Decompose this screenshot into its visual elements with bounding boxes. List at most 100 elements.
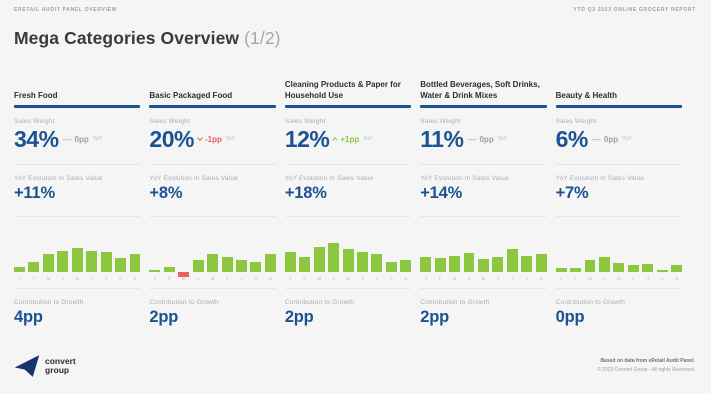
chart-bar [656, 270, 668, 273]
change-value: +1pp [340, 134, 360, 144]
convert-group-logo-icon [14, 355, 40, 377]
month-label: J [225, 276, 229, 282]
chart-bar [42, 254, 54, 273]
yoy-tag: YoY [497, 136, 508, 143]
month-label: A [254, 276, 258, 282]
month-label: A [389, 276, 393, 282]
category-column-fresh-food: Fresh Food Sales Weight 34% — 0pp YoY Yo… [14, 76, 141, 328]
section-divider [420, 216, 547, 218]
month-label: M [181, 276, 186, 282]
chevron-down-icon [197, 135, 203, 142]
category-grid: Fresh Food Sales Weight 34% — 0pp YoY Yo… [14, 76, 683, 328]
category-name: Bottled Beverages, Soft Drinks, Water & … [420, 80, 540, 101]
logo-word-group: group [45, 365, 70, 375]
sales-weight-change: — 0pp [467, 134, 493, 144]
month-label: F [303, 276, 307, 282]
sales-weight-value: 6% [555, 126, 589, 152]
category-name: Fresh Food [14, 91, 58, 101]
sales-weight-change: — 0pp [592, 134, 618, 144]
section-divider [14, 216, 141, 218]
sales-weight-label: Sales Weight [14, 118, 55, 125]
yoy-tag: YoY [622, 136, 632, 143]
chart-bar [477, 259, 489, 273]
chart-bar [555, 268, 567, 273]
category-underline [149, 105, 276, 108]
month-label: A [525, 276, 529, 282]
change-value: 0pp [479, 134, 494, 144]
report-section-label: ERETAIL AUDIT PANEL OVERVIEW [14, 7, 118, 13]
chart-bar [71, 248, 83, 273]
chart-bar [420, 257, 432, 273]
contribution-value: 2pp [284, 308, 314, 327]
yoy-tag: YoY [225, 136, 236, 143]
category-name: Cleaning Products & Paper for Household … [284, 80, 401, 101]
sales-weight-change: +1pp [332, 134, 360, 144]
sales-weight-row: 20% -1pp YoY [149, 126, 275, 152]
convert-group-logo-text: convert group [45, 357, 76, 375]
chart-bar [163, 267, 175, 273]
yoy-tag: YoY [92, 136, 103, 143]
month-label: M [616, 276, 621, 282]
month-label: M [317, 276, 322, 282]
month-label: J [511, 276, 514, 282]
month-label: S [539, 276, 543, 282]
category-name: Basic Packaged Food [149, 91, 233, 101]
section-divider [420, 164, 547, 166]
sales-weight-label: Sales Weight [555, 118, 597, 125]
logo-word-convert: convert [45, 356, 76, 367]
chart-bar [299, 257, 311, 273]
chart-bar [400, 260, 412, 273]
month-label: F [574, 276, 577, 282]
sales-weight-change: -1pp [197, 134, 222, 144]
flat-dash-icon: — [467, 134, 477, 145]
yoy-evolution-label: YoY Evolution in Sales Value [555, 175, 645, 183]
footer-source-note: Based on data from eRetail Audit Panel. [600, 358, 695, 364]
section-divider [14, 288, 141, 290]
category-column-bottled-beverages: Bottled Beverages, Soft Drinks, Water & … [420, 76, 547, 328]
change-value: -1pp [204, 134, 222, 144]
month-label: J [559, 276, 563, 282]
sales-weight-change: — 0pp [63, 134, 89, 144]
sales-weight-row: 6% — 0pp YoY [556, 126, 682, 152]
yoy-evolution-label: YoY Evolution in Sales Value [284, 175, 374, 183]
chart-bar [221, 257, 233, 273]
mini-bar-chart [14, 238, 141, 273]
month-label: J [18, 276, 21, 282]
chart-bar [115, 258, 126, 273]
month-label: A [196, 276, 200, 282]
category-underline [555, 105, 683, 108]
chart-bar [57, 251, 69, 273]
month-label: J [289, 276, 292, 282]
section-divider [284, 216, 412, 218]
chart-bar [642, 264, 654, 273]
month-label: J [240, 276, 243, 282]
chart-bar [598, 257, 610, 273]
month-label: J [361, 276, 364, 282]
category-column-beauty-health: Beauty & Health Sales Weight 6% — 0pp Yo… [555, 76, 683, 328]
month-label: S [404, 276, 408, 282]
convert-group-logo: convert group [14, 354, 76, 378]
yoy-evolution-label: YoY Evolution in Sales Value [420, 175, 509, 183]
chart-bar [14, 267, 25, 273]
chart-bar [236, 260, 247, 273]
month-label: J [90, 276, 93, 282]
contribution-value: 2pp [420, 308, 449, 327]
section-divider [555, 288, 683, 290]
chart-bar [342, 249, 354, 273]
section-divider [420, 288, 547, 290]
chart-bar [328, 243, 340, 273]
yoy-tag: YoY [363, 136, 373, 143]
sales-weight-value: 34% [14, 126, 59, 152]
chart-bar [492, 257, 504, 273]
category-underline [284, 105, 412, 108]
sales-weight-label: Sales Weight [149, 118, 190, 125]
page-title: Mega Categories Overview (1/2) [14, 28, 281, 49]
chart-bar [192, 260, 204, 273]
mini-bar-chart [555, 238, 683, 273]
section-divider [555, 164, 683, 166]
chart-bar-negative [178, 272, 190, 278]
month-label: M [46, 276, 51, 282]
